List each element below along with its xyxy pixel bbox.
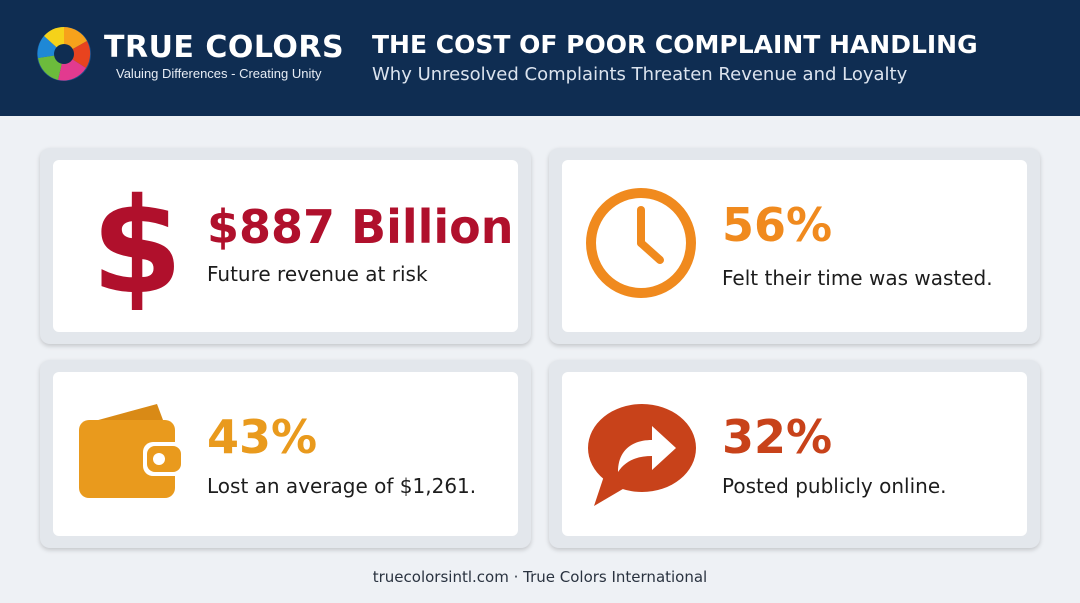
stat-label: Lost an average of $1,261. [207,474,477,498]
stat-value: 32% [722,410,833,464]
wallet-icon [79,404,185,498]
stat-card-inner: 56% Felt their time was wasted. [562,160,1027,332]
stat-value: $887 Billion [207,200,514,254]
stat-label: Future revenue at risk [207,262,428,286]
brand-name: TRUE COLORS [104,30,345,65]
stat-card-posted: 32% Posted publicly online. [549,360,1040,548]
svg-text:$: $ [95,180,179,310]
stat-value: 56% [722,198,833,252]
stat-card-inner: 43% Lost an average of $1,261. [53,372,518,536]
stat-card-inner: 32% Posted publicly online. [562,372,1027,536]
footer-credit: truecolorsintl.com · True Colors Interna… [372,568,708,586]
stat-value: 43% [207,410,318,464]
stat-label: Posted publicly online. [722,474,947,498]
stat-card-revenue: $ $887 Billion Future revenue at risk [40,148,531,344]
stat-card-time: 56% Felt their time was wasted. [549,148,1040,344]
page-subtitle: Why Unresolved Complaints Threaten Reven… [372,64,908,85]
clock-icon [586,188,696,298]
header-banner: TRUE COLORS Valuing Differences - Creati… [0,0,1080,116]
stat-label: Felt their time was wasted. [722,266,993,290]
share-speech-bubble-icon [588,404,696,506]
stat-card-loss: 43% Lost an average of $1,261. [40,360,531,548]
brand-tagline: Valuing Differences - Creating Unity [116,66,322,81]
dollar-sign-icon: $ [95,180,179,310]
multicolor-swirl-logo-icon [37,27,91,81]
stat-card-inner: $ $887 Billion Future revenue at risk [53,160,518,332]
page-title: THE COST OF POOR COMPLAINT HANDLING [372,30,978,59]
